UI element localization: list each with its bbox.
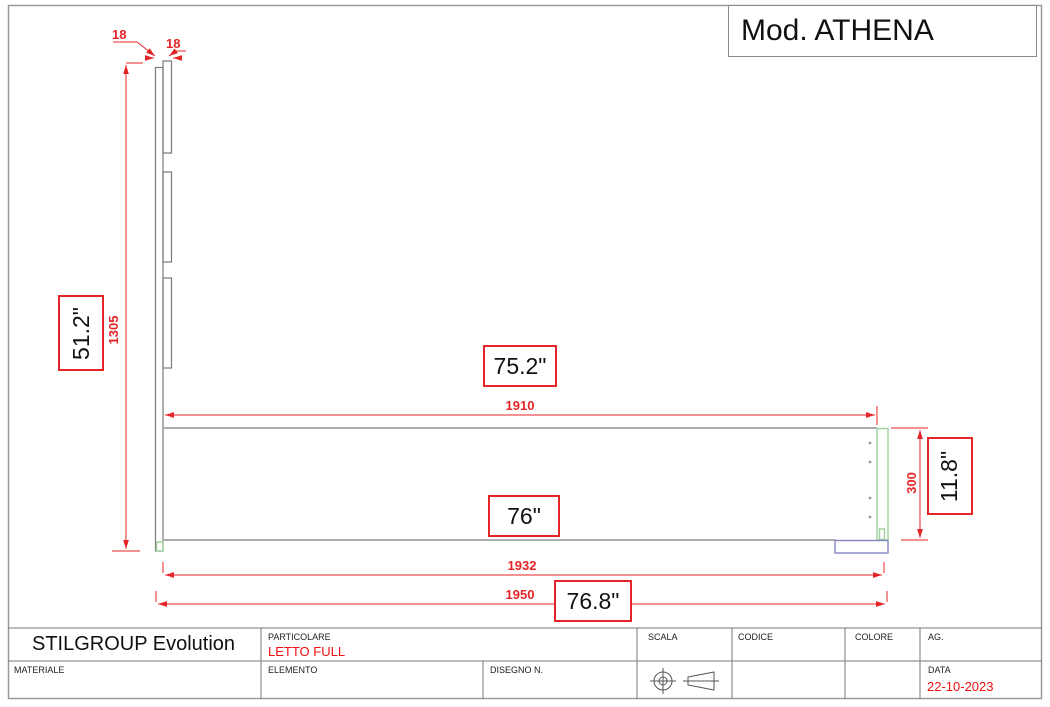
projection-symbol-icon (650, 668, 719, 694)
elemento-label: ELEMENTO (268, 665, 318, 675)
screw-hole (868, 515, 872, 519)
materiale-label: MATERIALE (14, 665, 65, 675)
screw-hole (868, 441, 872, 445)
bed-outline (154, 60, 877, 552)
model-title-box: Mod. ATHENA (728, 5, 1037, 57)
dim-1932: 1932 (507, 558, 537, 573)
dimension-lines (112, 41, 928, 607)
dim-300: 300 (903, 472, 919, 494)
particolare-value: LETTO FULL (268, 644, 346, 659)
headboard-slat (162, 171, 173, 263)
headboard-back-panel (154, 66, 164, 552)
headboard-foot (155, 541, 164, 552)
data-label: DATA (928, 665, 951, 675)
titleblock-grid (8, 627, 1042, 699)
dim-51-2-inch-box: 51.2" (58, 295, 104, 371)
footboard-leg (834, 539, 889, 554)
screw-hole (868, 496, 872, 500)
dim-1950: 1950 (505, 587, 535, 602)
dim-1305: 1305 (105, 315, 121, 345)
footboard-panel-notch (878, 528, 886, 541)
dimension-leader-18-right (168, 48, 186, 57)
scala-label: SCALA (648, 632, 678, 642)
disegno-label: DISEGNO N. (490, 665, 544, 675)
screw-hole (868, 460, 872, 464)
headboard-slat (162, 277, 173, 369)
footboard-panel (876, 427, 889, 541)
ag-label: AG. (928, 632, 944, 642)
dim-76-8-inch-box: 76.8" (554, 580, 632, 622)
company-name: STILGROUP Evolution (32, 633, 236, 655)
colore-label: COLORE (855, 632, 894, 642)
particolare-label: PARTICOLARE (268, 632, 331, 642)
page-border (7, 4, 1043, 700)
data-value: 22-10-2023 (927, 679, 994, 694)
codice-label: CODICE (738, 632, 774, 642)
dimension-leader-18-left (113, 41, 156, 57)
dim-18-left: 18 (112, 27, 127, 42)
dim-76-inch-box: 76" (488, 495, 560, 537)
dim-76-inch: 76" (507, 502, 541, 529)
dim-18-right: 18 (166, 36, 181, 51)
dim-1910: 1910 (505, 398, 535, 413)
dim-75-2-inch-box: 75.2" (483, 345, 557, 387)
dim-76-8-inch: 76.8" (566, 587, 620, 614)
dim-75-2-inch: 75.2" (493, 352, 547, 379)
screw-holes (868, 441, 872, 519)
dim-51-2-inch: 51.2" (67, 306, 94, 360)
dim-11-8-inch-box: 11.8" (927, 437, 973, 515)
dim-11-8-inch: 11.8" (936, 450, 963, 502)
headboard-slat (162, 60, 173, 154)
